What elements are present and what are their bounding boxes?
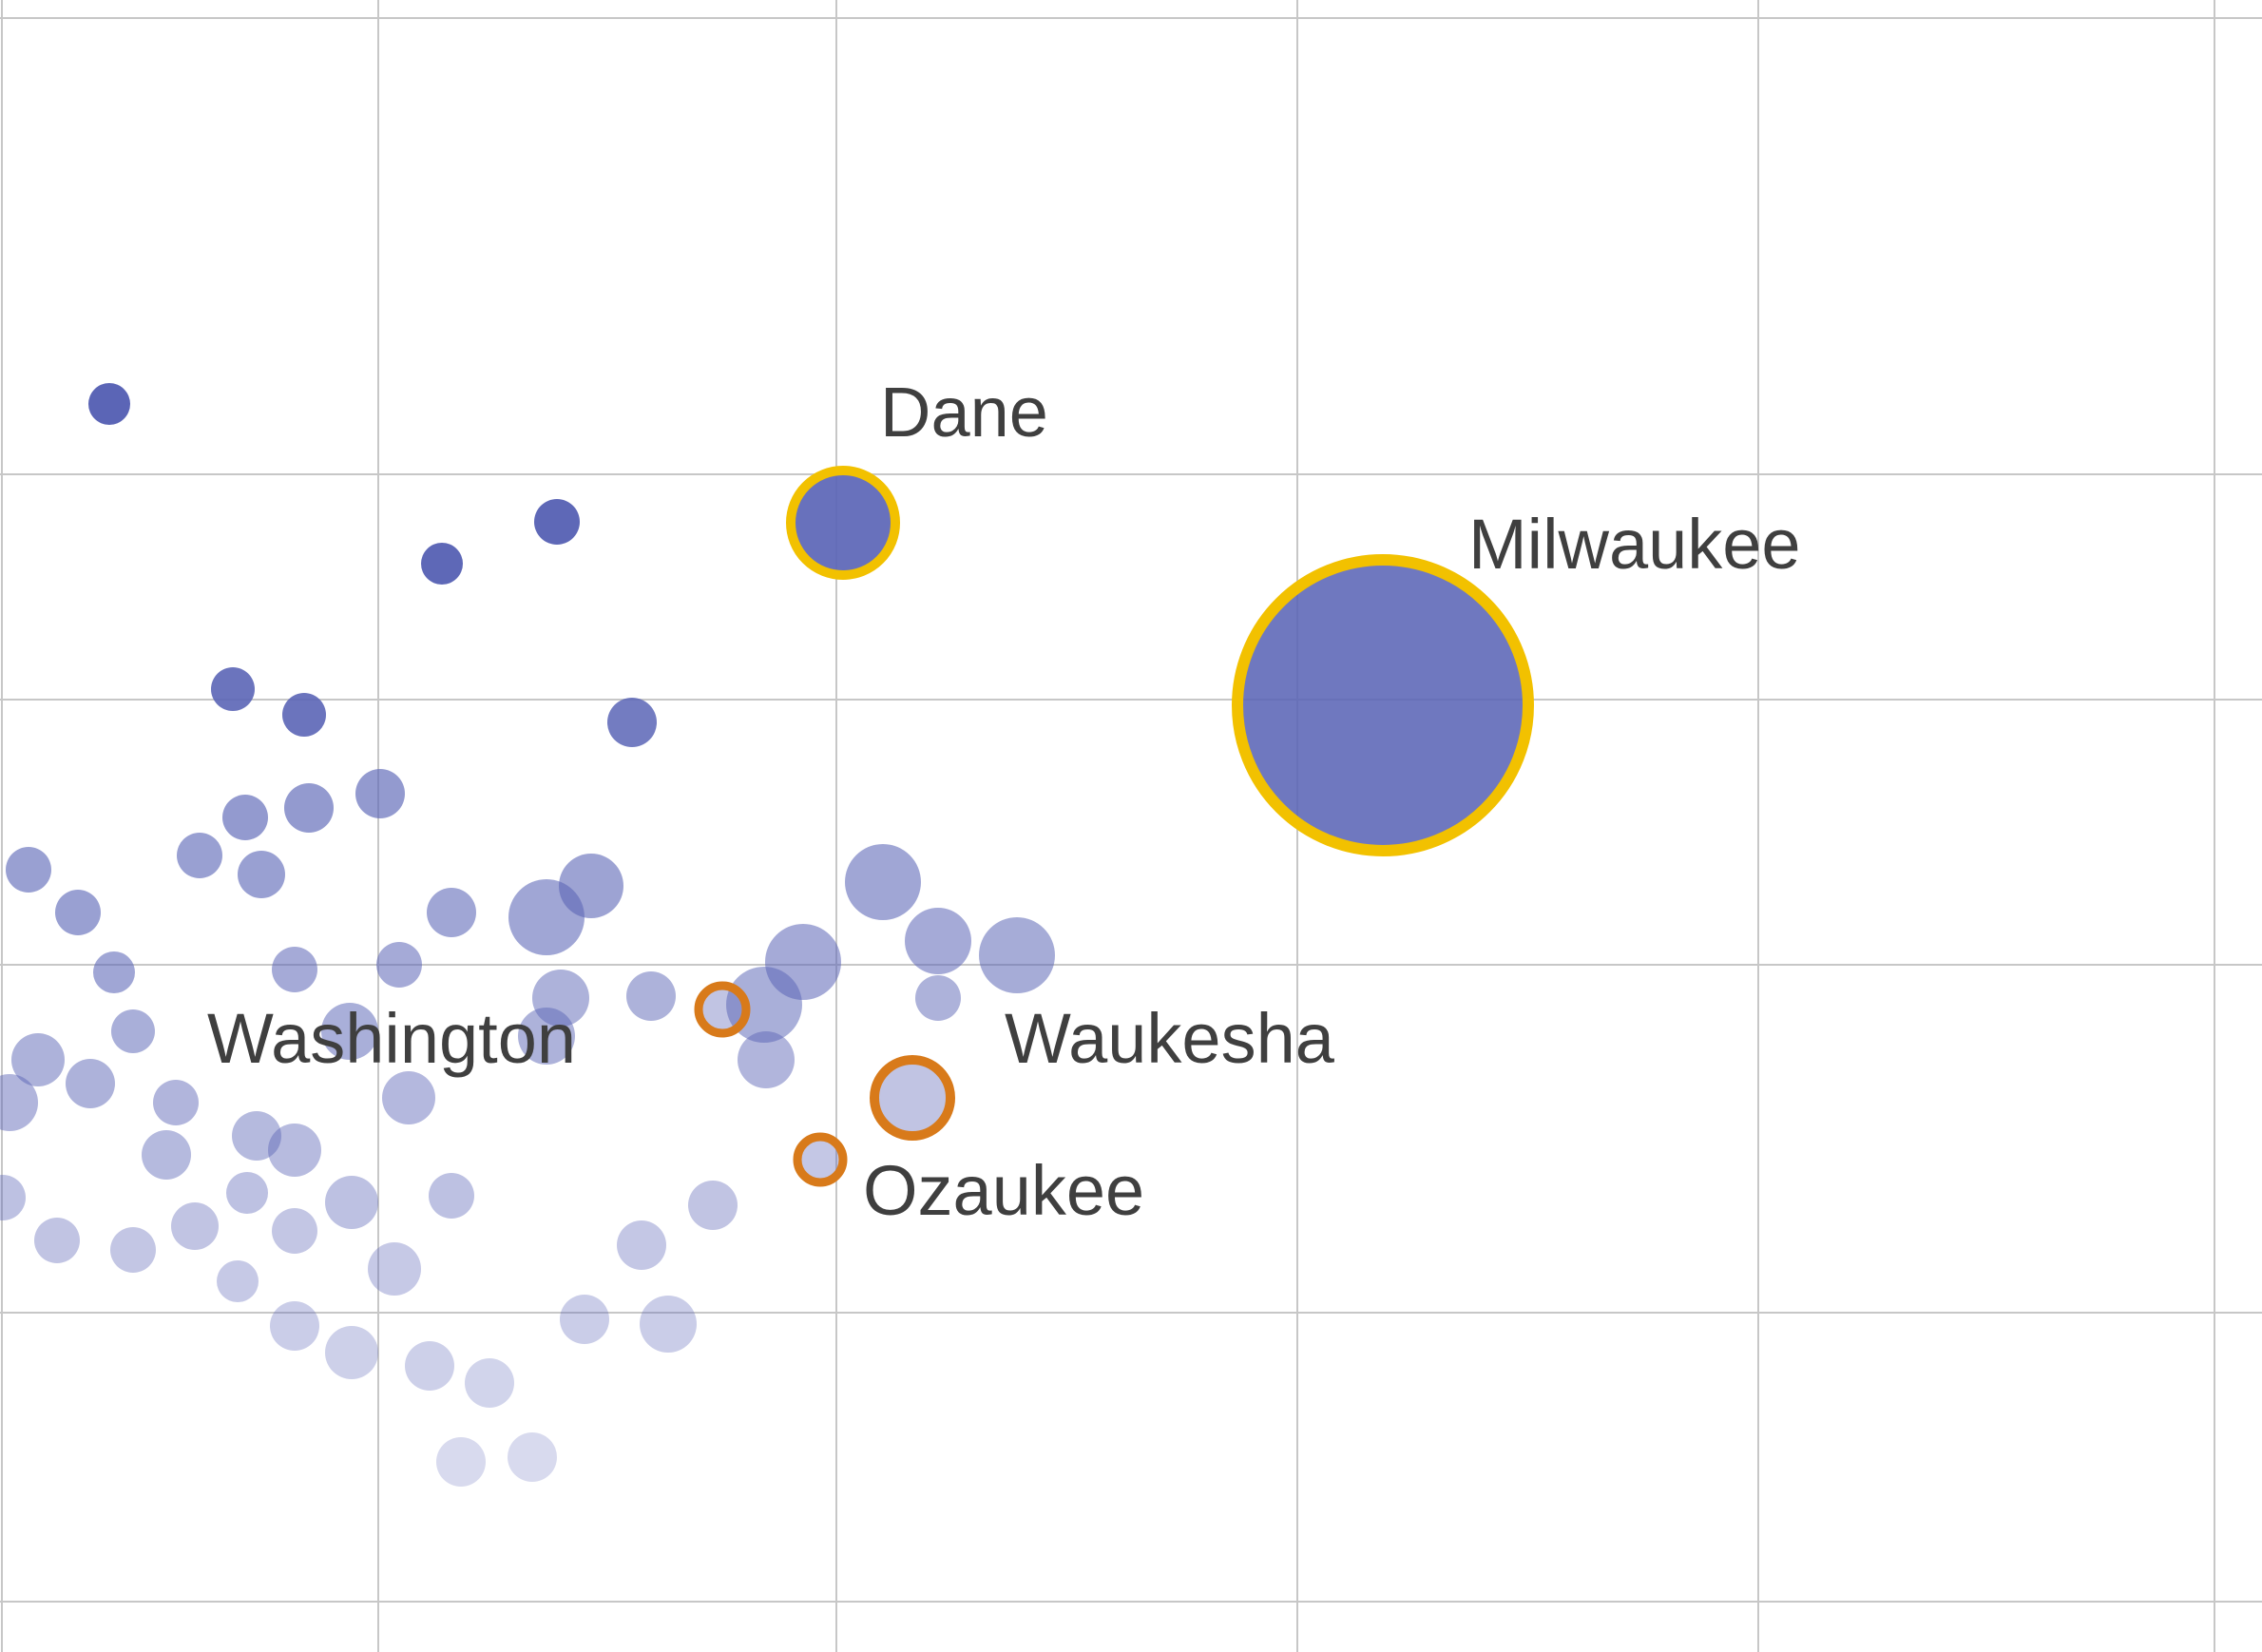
chart-svg [0, 0, 2262, 1652]
point-p14 [355, 769, 405, 818]
point-p21 [153, 1080, 199, 1125]
points [0, 383, 1528, 1487]
point-p26 [427, 888, 476, 937]
point-p44 [436, 1437, 486, 1487]
point-p36 [272, 1208, 317, 1254]
point-p57 [915, 975, 961, 1021]
point-p47 [617, 1220, 666, 1270]
point-Milwaukee [1237, 560, 1528, 851]
point-p51 [382, 1071, 435, 1124]
point-p24 [268, 1124, 321, 1177]
point-p59 [738, 1031, 795, 1088]
bubble-scatter-chart: DaneMilwaukeeWashingtonWaukeshaOzaukee [0, 0, 2262, 1652]
point-p25 [321, 1003, 378, 1060]
point-p58 [979, 917, 1055, 993]
point-p55 [845, 844, 921, 920]
point-p20 [111, 1009, 155, 1053]
point-p16 [272, 947, 317, 992]
point-Waukesha [874, 1060, 950, 1136]
point-p43 [465, 1358, 514, 1408]
point-p50 [518, 1008, 575, 1065]
point-p33 [110, 1227, 156, 1273]
point-p28 [559, 854, 623, 918]
point-Washington [699, 986, 746, 1033]
point-p31 [0, 1175, 26, 1220]
point-p39 [429, 1173, 474, 1219]
point-p8 [55, 890, 101, 935]
point-p4 [282, 693, 326, 737]
point-p7 [6, 847, 51, 893]
point-Ozaukee [797, 1137, 843, 1182]
grid [0, 0, 2262, 1652]
point-p2 [421, 543, 463, 585]
point-p13 [284, 783, 334, 833]
point-p40 [270, 1301, 319, 1351]
point-p19 [66, 1059, 115, 1108]
point-p3 [534, 499, 580, 545]
point-p9 [93, 951, 135, 993]
point-p34 [171, 1202, 219, 1250]
point-p56 [905, 908, 971, 974]
point-p46 [560, 1295, 609, 1344]
point-p10 [177, 833, 222, 878]
point-Dane [791, 471, 895, 575]
point-p45 [508, 1432, 557, 1482]
point-p41 [325, 1326, 378, 1379]
point-p12 [238, 851, 285, 898]
point-p32 [34, 1218, 80, 1263]
point-p15 [376, 942, 422, 988]
point-p42 [405, 1341, 454, 1391]
point-p49 [640, 1296, 697, 1353]
point-p5 [211, 667, 255, 711]
point-p1 [88, 383, 130, 425]
point-p11 [222, 795, 268, 840]
point-p48 [688, 1181, 738, 1230]
point-p52 [217, 1260, 259, 1302]
point-p22 [142, 1130, 191, 1180]
point-p30 [626, 971, 676, 1021]
point-p35 [226, 1172, 268, 1214]
point-p6 [607, 698, 657, 747]
point-p38 [368, 1242, 421, 1296]
point-p37 [325, 1176, 378, 1229]
